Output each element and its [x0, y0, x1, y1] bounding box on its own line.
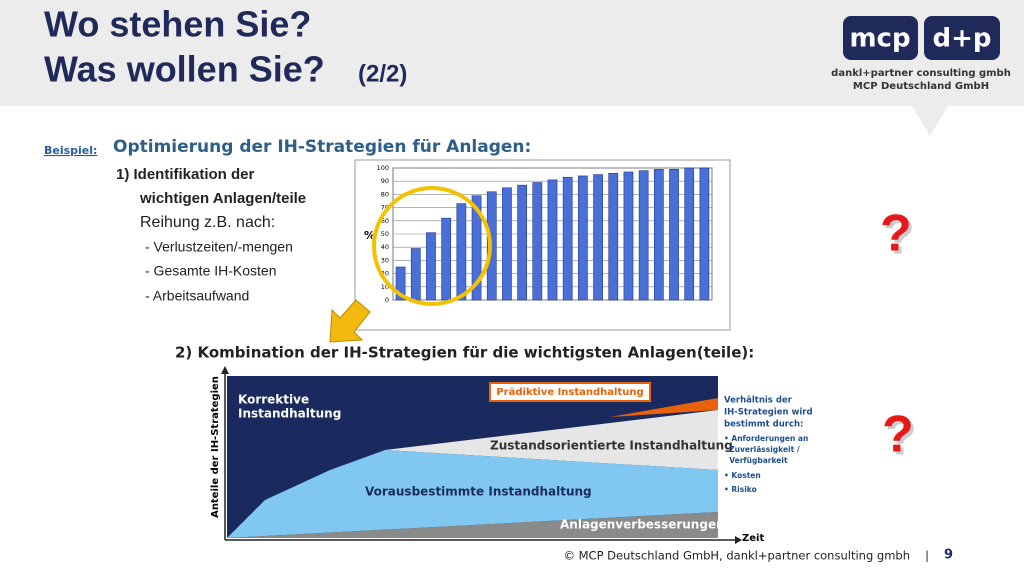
area-label: Vorausbestimmte Instandhaltung [365, 485, 592, 499]
list-line: 1) Identifikation der [116, 166, 255, 183]
bar [395, 266, 406, 301]
header-notch [912, 106, 948, 136]
title-line: Wo stehen Sie? [44, 4, 311, 45]
list-line: Reihung z.B. nach: [140, 214, 275, 231]
y-axis-label: % [364, 229, 375, 242]
example-label: Beispiel: [44, 144, 97, 157]
logo-line: dankl+partner consulting gmbh [831, 68, 1011, 79]
logo-text: mcp [849, 24, 910, 54]
arrow [329, 299, 371, 343]
y-tick-label: 10 [381, 283, 389, 291]
example-heading: Optimierung der IH-Strategien für Anlage… [113, 137, 531, 157]
question-shadow: ? [883, 208, 915, 266]
bar [547, 179, 558, 301]
bar [638, 170, 649, 301]
list-item: - Gesamte IH-Kosten [145, 263, 277, 279]
y-tick-label: 30 [381, 256, 389, 264]
side-bullet: • Anforderungen an [724, 434, 808, 443]
area-label: Anlagenverbesserungen [560, 518, 725, 532]
bar [456, 203, 467, 301]
footer-separator: | [925, 549, 929, 563]
bar [578, 175, 588, 301]
question-mark: ? [880, 205, 912, 263]
page-number: 9 [944, 548, 953, 563]
bar [623, 171, 634, 301]
bar [684, 167, 695, 301]
logo-text: d+p [932, 24, 991, 54]
area-label: Instandhaltung [238, 407, 341, 421]
axis-arrow [735, 536, 742, 544]
side-text: IH-Strategien wird [724, 408, 813, 418]
bar-chart: 0 10 20 30 40 50 60 70 80 90 100 [377, 164, 713, 304]
list-line: wichtigen Anlagen/teile [139, 190, 306, 207]
x-axis-label: Zeit [742, 533, 764, 544]
footer-copyright: © MCP Deutschland GmbH, dankl+partner co… [563, 549, 910, 563]
bar [669, 169, 679, 301]
bar [593, 174, 603, 301]
y-tick-label: 20 [381, 270, 389, 278]
side-text: Verhältnis der [724, 396, 793, 406]
area-improvement [227, 512, 718, 538]
y-tick-label: 40 [381, 243, 389, 251]
label-box [489, 382, 651, 402]
y-tick-label: 50 [381, 230, 389, 238]
bar [502, 187, 512, 301]
logo-line: MCP Deutschland GmbH [853, 81, 989, 92]
highlight-circle [372, 186, 492, 306]
side-text: bestimmt durch: [724, 420, 803, 430]
step2-heading: 2) Kombination der IH-Strategien für die… [175, 344, 754, 362]
y-tick-label: 80 [381, 190, 389, 198]
y-tick-label: 90 [381, 177, 389, 185]
area-label: Prädiktive Instandhaltung [496, 387, 643, 398]
y-tick-label: 70 [381, 204, 389, 212]
y-tick-label: 60 [381, 217, 389, 225]
area-label: Zustandsorientierte Instandhaltung [490, 439, 733, 453]
title-line: Was wollen Sie? [44, 49, 325, 90]
bar [653, 169, 664, 301]
bar [562, 176, 573, 301]
logo-box [843, 16, 918, 60]
bar [410, 248, 421, 301]
y-tick-label: 100 [377, 164, 389, 172]
title-suffix: (2/2) [358, 60, 407, 87]
side-bullet: Zuverlässigkeit / [724, 445, 800, 454]
side-bullet: • Risiko [724, 485, 757, 494]
bar [426, 232, 436, 301]
bar [441, 217, 452, 301]
bar [608, 172, 619, 301]
y-axis-label: Anteile der IH-Strategien [210, 376, 221, 518]
side-bullet: Verfügbarkeit [724, 456, 788, 465]
bar [699, 167, 710, 301]
bar [471, 195, 482, 301]
y-tick-label: 0 [385, 296, 389, 304]
area-predictive [610, 398, 718, 417]
axis-arrow [221, 366, 229, 374]
bar [517, 184, 527, 301]
logo-box [924, 16, 1000, 60]
question-shadow: ? [885, 409, 917, 467]
side-bullet: • Kosten [724, 471, 761, 480]
list-item: - Verlustzeiten/-mengen [145, 239, 293, 255]
list-item: - Arbeitsaufwand [145, 288, 249, 304]
area-preventive [227, 450, 718, 538]
area-label: Korrektive [238, 393, 309, 407]
question-mark: ? [882, 406, 914, 464]
bar [532, 182, 543, 301]
